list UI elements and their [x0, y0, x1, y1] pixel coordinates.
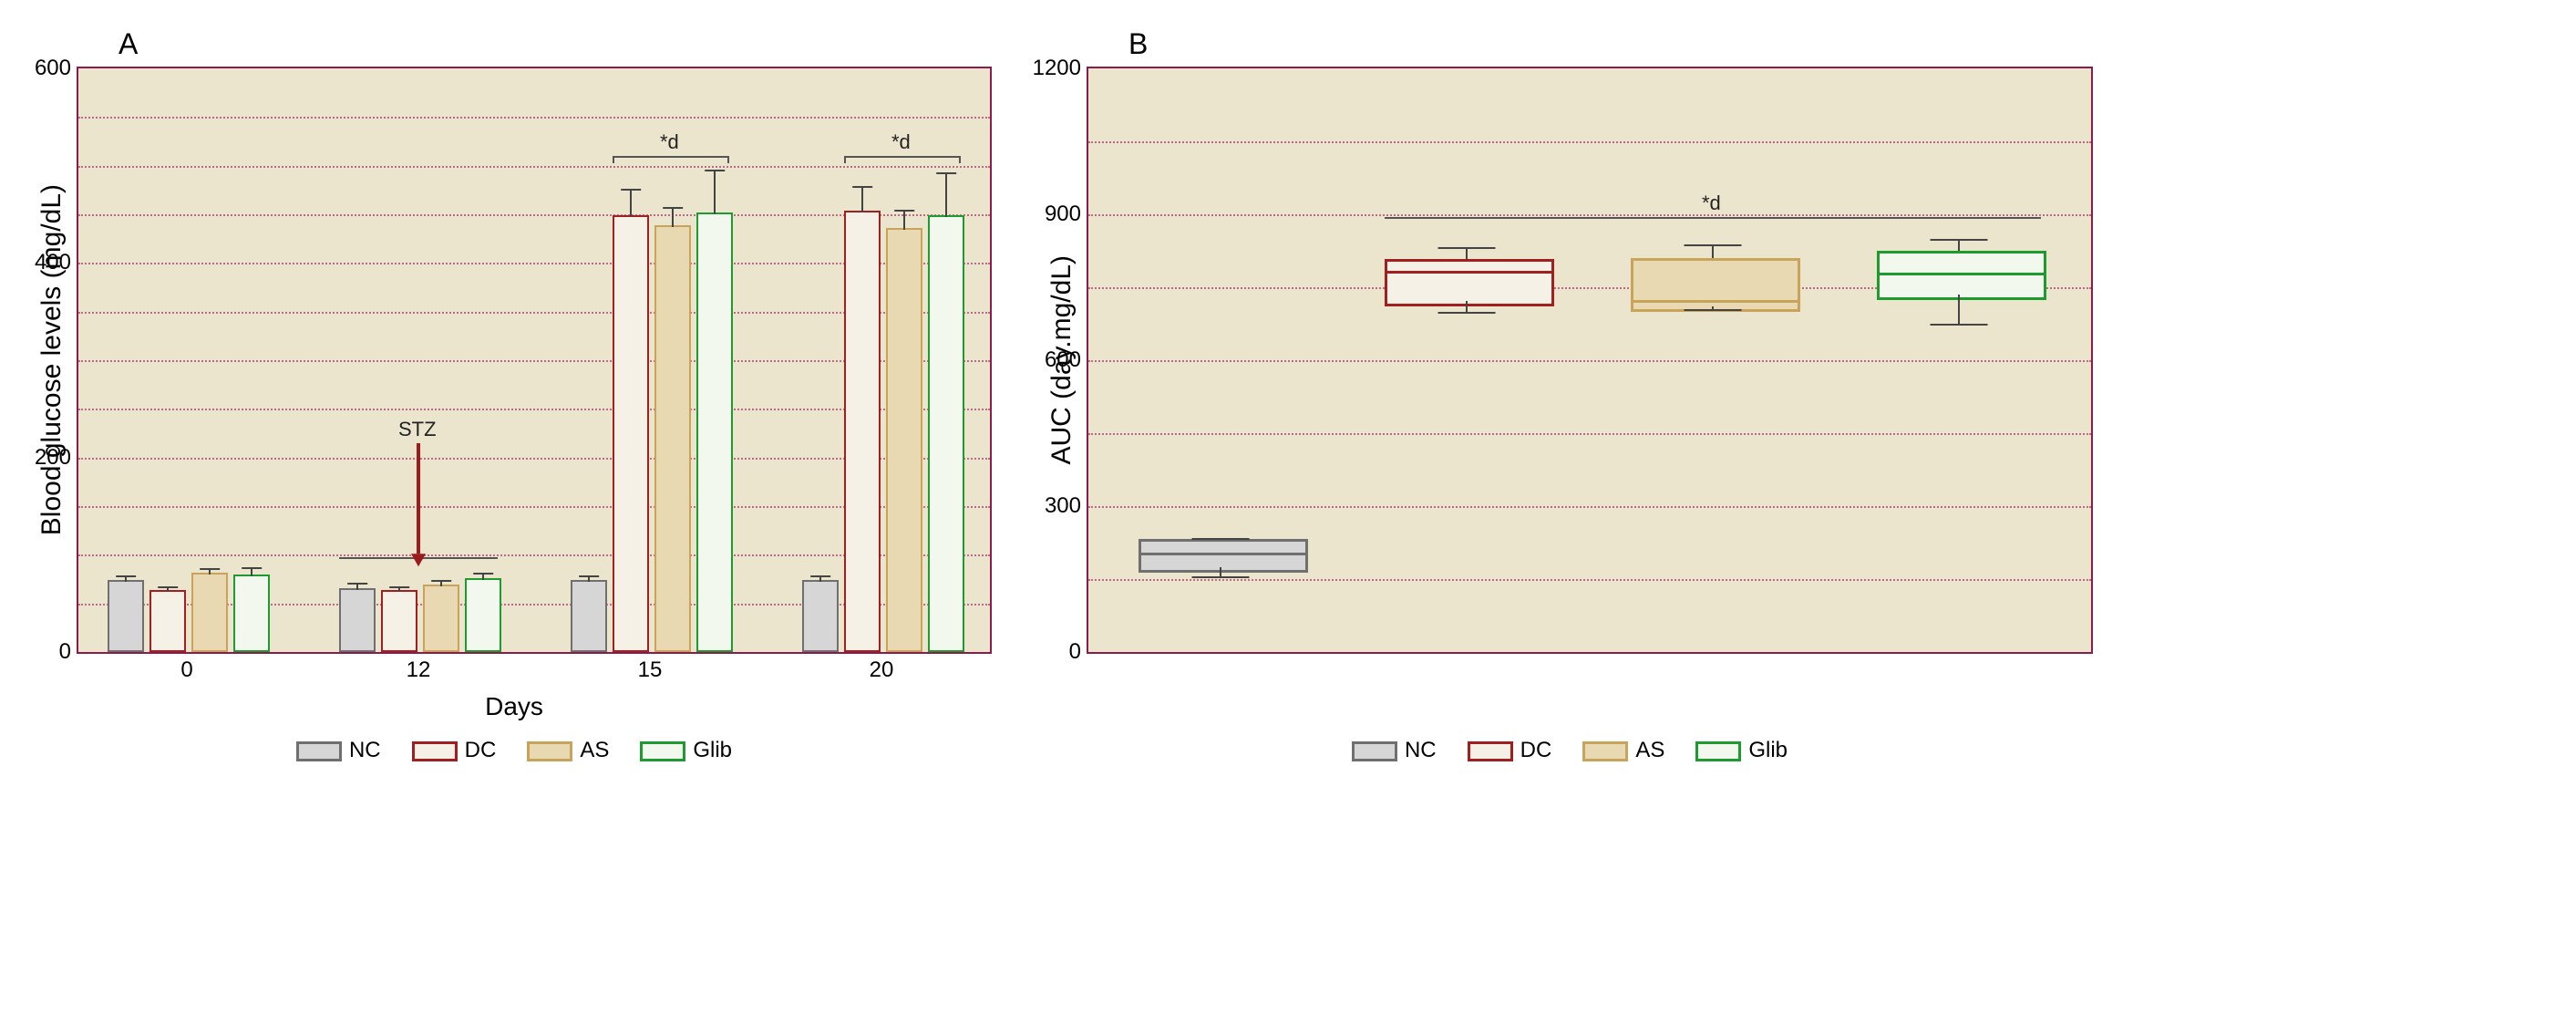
bar-dc — [613, 215, 649, 652]
bar-as — [191, 573, 228, 652]
legend-item-dc: DC — [412, 738, 497, 763]
legend-item-nc: NC — [296, 738, 381, 763]
panel-a: A Blood glucose levels (mg/dL) 020040060… — [36, 27, 992, 763]
panel-a-chart-row: Blood glucose levels (mg/dL) 02004006000… — [36, 67, 992, 654]
bar-as — [423, 585, 459, 652]
sig-label: *d — [891, 130, 911, 154]
panel-b-ytick: 900 — [1045, 202, 1088, 227]
panel-b-xlabel — [1566, 692, 1573, 721]
legend-swatch — [1582, 741, 1628, 761]
panel-a-ylabel: Blood glucose levels (mg/dL) — [36, 184, 67, 535]
panel-a-xtick: 12 — [407, 652, 431, 683]
bar-nc — [571, 580, 607, 652]
panel-b-ytick: 600 — [1045, 347, 1088, 373]
panel-a-plot: 02004006000121520STZ*d*d — [77, 67, 992, 654]
bar-glib — [465, 578, 501, 652]
panel-a-xlabel: Days — [485, 692, 543, 721]
bar-as — [886, 228, 922, 652]
panel-a-xtick: 20 — [870, 652, 894, 683]
box-glib — [1877, 251, 2046, 300]
bar-dc — [844, 211, 881, 652]
sig-label: *d — [1702, 192, 1721, 215]
legend-swatch — [640, 741, 685, 761]
panel-a-ytick: 600 — [35, 56, 78, 81]
legend-item-nc: NC — [1352, 738, 1437, 763]
sig-label: *d — [660, 130, 679, 154]
panel-a-label: A — [118, 27, 138, 61]
panel-b-label: B — [1128, 27, 1148, 61]
bar-glib — [233, 575, 270, 652]
panel-b: B AUC (day.mg/dL) 03006009001200*d NCDCA… — [1046, 27, 2093, 763]
panel-a-ytick: 0 — [59, 639, 78, 665]
bar-nc — [339, 588, 376, 652]
panel-a-xtick: 0 — [180, 652, 192, 683]
bar-nc — [802, 580, 839, 652]
bar-glib — [696, 212, 733, 652]
legend-swatch — [1352, 741, 1397, 761]
panel-b-axis-area: 03006009001200*d — [1087, 67, 2093, 654]
legend-swatch — [412, 741, 458, 761]
legend-swatch — [1468, 741, 1513, 761]
bar-dc — [149, 590, 186, 652]
panel-a-ytick: 400 — [35, 250, 78, 275]
legend-swatch — [527, 741, 572, 761]
legend-item-as: AS — [527, 738, 609, 763]
panel-a-axis-area: 02004006000121520STZ*d*d — [77, 67, 992, 654]
legend-item-as: AS — [1582, 738, 1664, 763]
bar-glib — [928, 215, 964, 652]
panel-a-xtick: 15 — [638, 652, 663, 683]
legend-item-glib: Glib — [640, 738, 732, 763]
panel-b-plot: 03006009001200*d — [1087, 67, 2093, 654]
legend-swatch — [1695, 741, 1741, 761]
legend-item-glib: Glib — [1695, 738, 1788, 763]
bar-nc — [108, 580, 144, 652]
panel-b-chart-row: AUC (day.mg/dL) 03006009001200*d — [1046, 67, 2093, 654]
panel-a-legend: NC DC AS Glib — [296, 738, 732, 763]
figure-wrap: A Blood glucose levels (mg/dL) 020040060… — [0, 0, 2576, 791]
legend-swatch — [296, 741, 342, 761]
box-dc — [1385, 259, 1554, 306]
legend-item-dc: DC — [1468, 738, 1552, 763]
stz-label: STZ — [398, 418, 437, 441]
panel-a-ytick: 200 — [35, 445, 78, 471]
panel-b-ytick: 0 — [1069, 639, 1088, 665]
panel-b-legend: NC DC AS Glib — [1352, 738, 1788, 763]
bar-as — [654, 225, 691, 652]
bar-dc — [381, 590, 417, 652]
box-nc — [1139, 539, 1308, 572]
panel-b-ytick: 1200 — [1033, 56, 1088, 81]
box-as — [1631, 258, 1800, 312]
panel-b-ytick: 300 — [1045, 493, 1088, 519]
stz-arrow-icon — [405, 443, 432, 570]
